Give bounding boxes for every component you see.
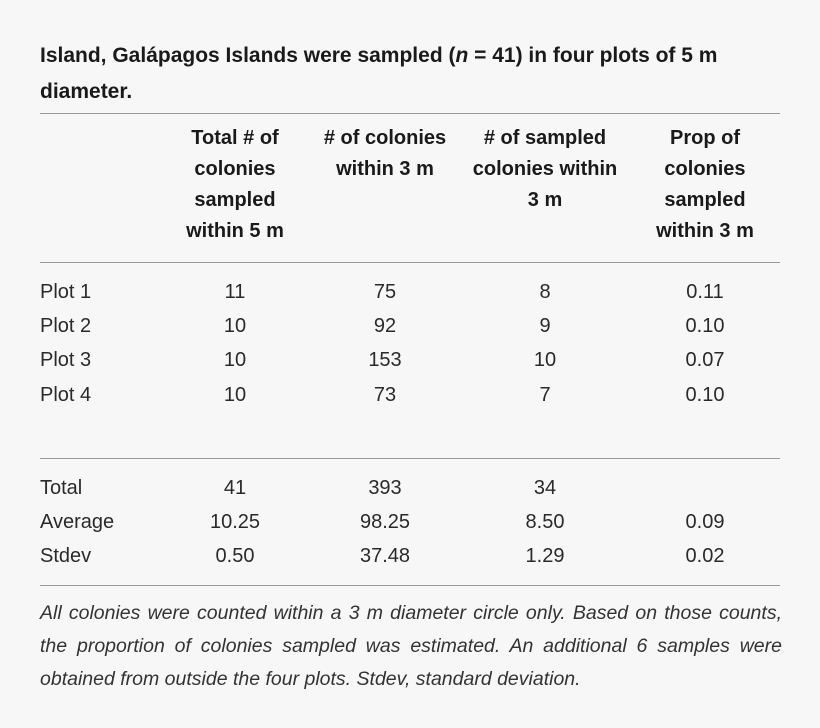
cell-total: 0.50 xyxy=(215,545,255,567)
cell-within3: 75 xyxy=(373,281,397,303)
cell-sampled3: 1.29 xyxy=(525,545,565,567)
cell-within3: 393 xyxy=(368,477,402,499)
cell-prop: 0.10 xyxy=(685,315,725,337)
table-bottom-rule xyxy=(40,585,780,586)
header-line: sampled xyxy=(194,189,276,211)
caption-text-end: = 41) in four plots of 5 m diameter. xyxy=(40,44,718,103)
row-label: Plot 3 xyxy=(40,349,92,371)
cell-total: 10 xyxy=(223,384,247,406)
header-line: colonies within xyxy=(472,158,618,180)
cell-within3: 73 xyxy=(373,384,397,406)
caption-text-start: Island, Galápagos Islands were sampled ( xyxy=(40,44,456,67)
cell-sampled3: 8.50 xyxy=(525,511,565,533)
header-line: 3 m xyxy=(527,189,563,211)
cell-sampled3: 8 xyxy=(539,281,551,303)
header-line: colonies xyxy=(664,158,746,180)
cell-prop: 0.11 xyxy=(686,281,724,303)
header-line: Prop of xyxy=(670,127,740,149)
header-line: # of sampled xyxy=(483,127,607,149)
cell-prop: 0.02 xyxy=(685,545,725,567)
header-line: colonies xyxy=(194,158,276,180)
cell-total: 10 xyxy=(223,315,247,337)
header-sampled-within-3m: # of sampled colonies within 3 m xyxy=(460,123,630,216)
cell-prop: 0.07 xyxy=(685,349,725,371)
row-label: Average xyxy=(40,511,115,533)
cell-within3: 98.25 xyxy=(359,511,411,533)
cell-sampled3: 10 xyxy=(533,349,557,371)
header-bottom-rule xyxy=(40,262,780,263)
cell-total: 10 xyxy=(223,349,247,371)
row-label: Plot 1 xyxy=(40,281,92,303)
cell-total: 11 xyxy=(224,281,246,303)
cell-within3: 153 xyxy=(368,349,402,371)
header-total-sampled: Total # of colonies sampled within 5 m xyxy=(170,123,300,247)
row-label: Plot 4 xyxy=(40,384,92,406)
header-line: # of colonies xyxy=(323,127,447,149)
cell-prop: 0.09 xyxy=(685,511,725,533)
summary-top-rule xyxy=(40,458,780,459)
cell-sampled3: 9 xyxy=(539,315,551,337)
row-label: Plot 2 xyxy=(40,315,92,337)
row-label: Total xyxy=(40,477,83,499)
cell-prop: 0.10 xyxy=(685,384,725,406)
header-line: Total # of xyxy=(191,127,279,149)
cell-total: 10.25 xyxy=(209,511,261,533)
table-footnote: All colonies were counted within a 3 m d… xyxy=(40,602,782,690)
cell-within3: 37.48 xyxy=(359,545,411,567)
header-prop-sampled: Prop of colonies sampled within 3 m xyxy=(635,123,775,247)
header-line: within 3 m xyxy=(656,220,754,242)
table-caption: Island, Galápagos Islands were sampled (… xyxy=(40,38,780,110)
cell-within3: 92 xyxy=(373,315,397,337)
row-label: Stdev xyxy=(40,545,92,567)
cell-total: 41 xyxy=(223,477,247,499)
header-line: within 5 m xyxy=(186,220,284,242)
header-colonies-within-3m: # of colonies within 3 m xyxy=(310,123,460,185)
header-line: sampled xyxy=(664,189,746,211)
cell-sampled3: 34 xyxy=(533,477,557,499)
caption-n-symbol: n xyxy=(455,44,469,67)
cell-sampled3: 7 xyxy=(539,384,551,406)
header-line: within 3 m xyxy=(336,158,434,180)
table-top-rule xyxy=(40,113,780,114)
